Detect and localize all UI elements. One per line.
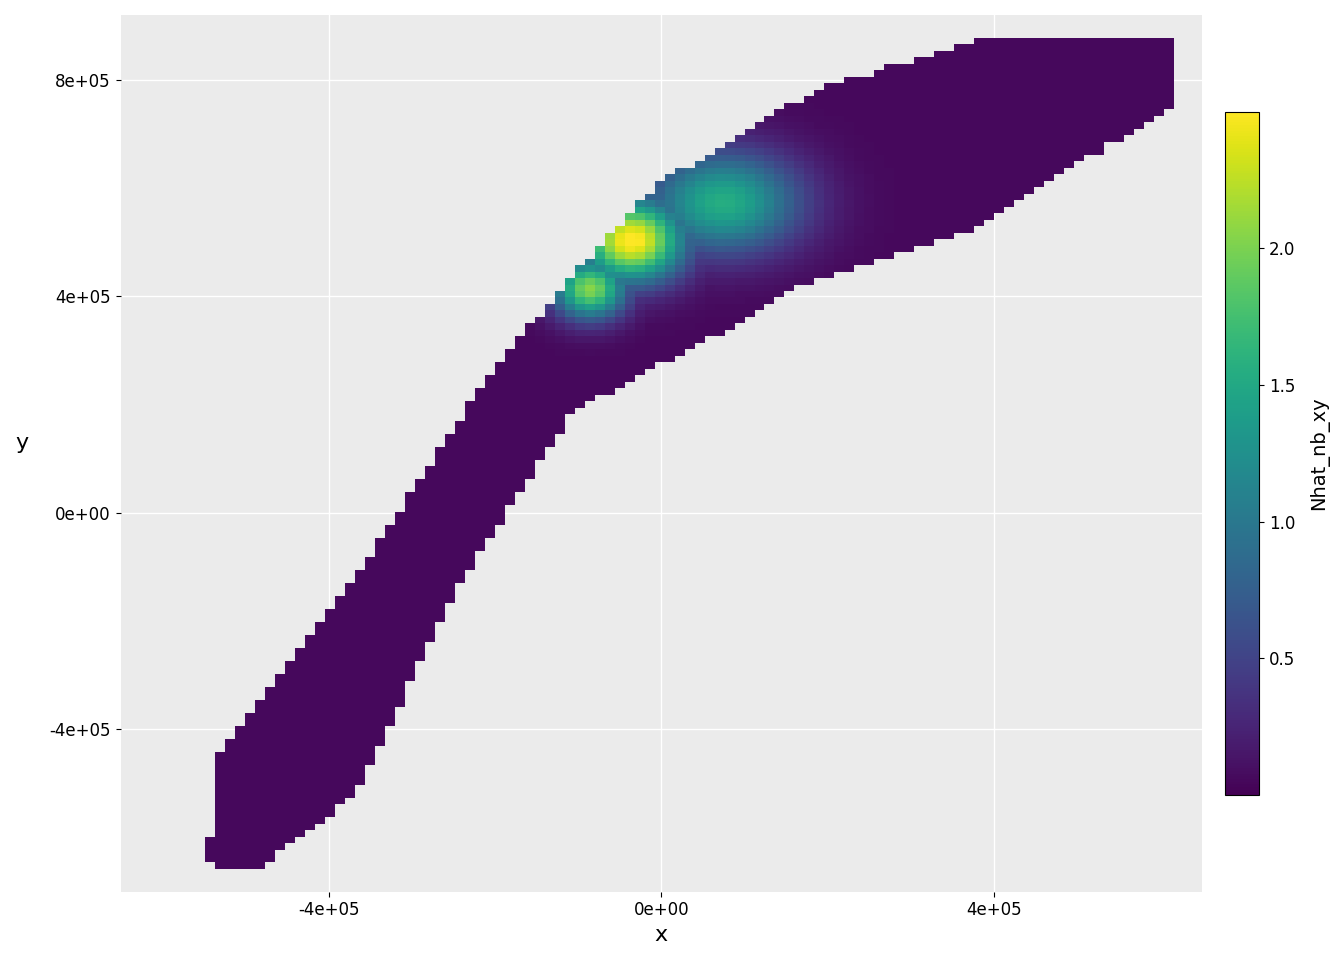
Y-axis label: y: y bbox=[15, 433, 28, 453]
Y-axis label: Nhat_nb_xy: Nhat_nb_xy bbox=[1309, 396, 1329, 510]
X-axis label: x: x bbox=[655, 925, 668, 945]
